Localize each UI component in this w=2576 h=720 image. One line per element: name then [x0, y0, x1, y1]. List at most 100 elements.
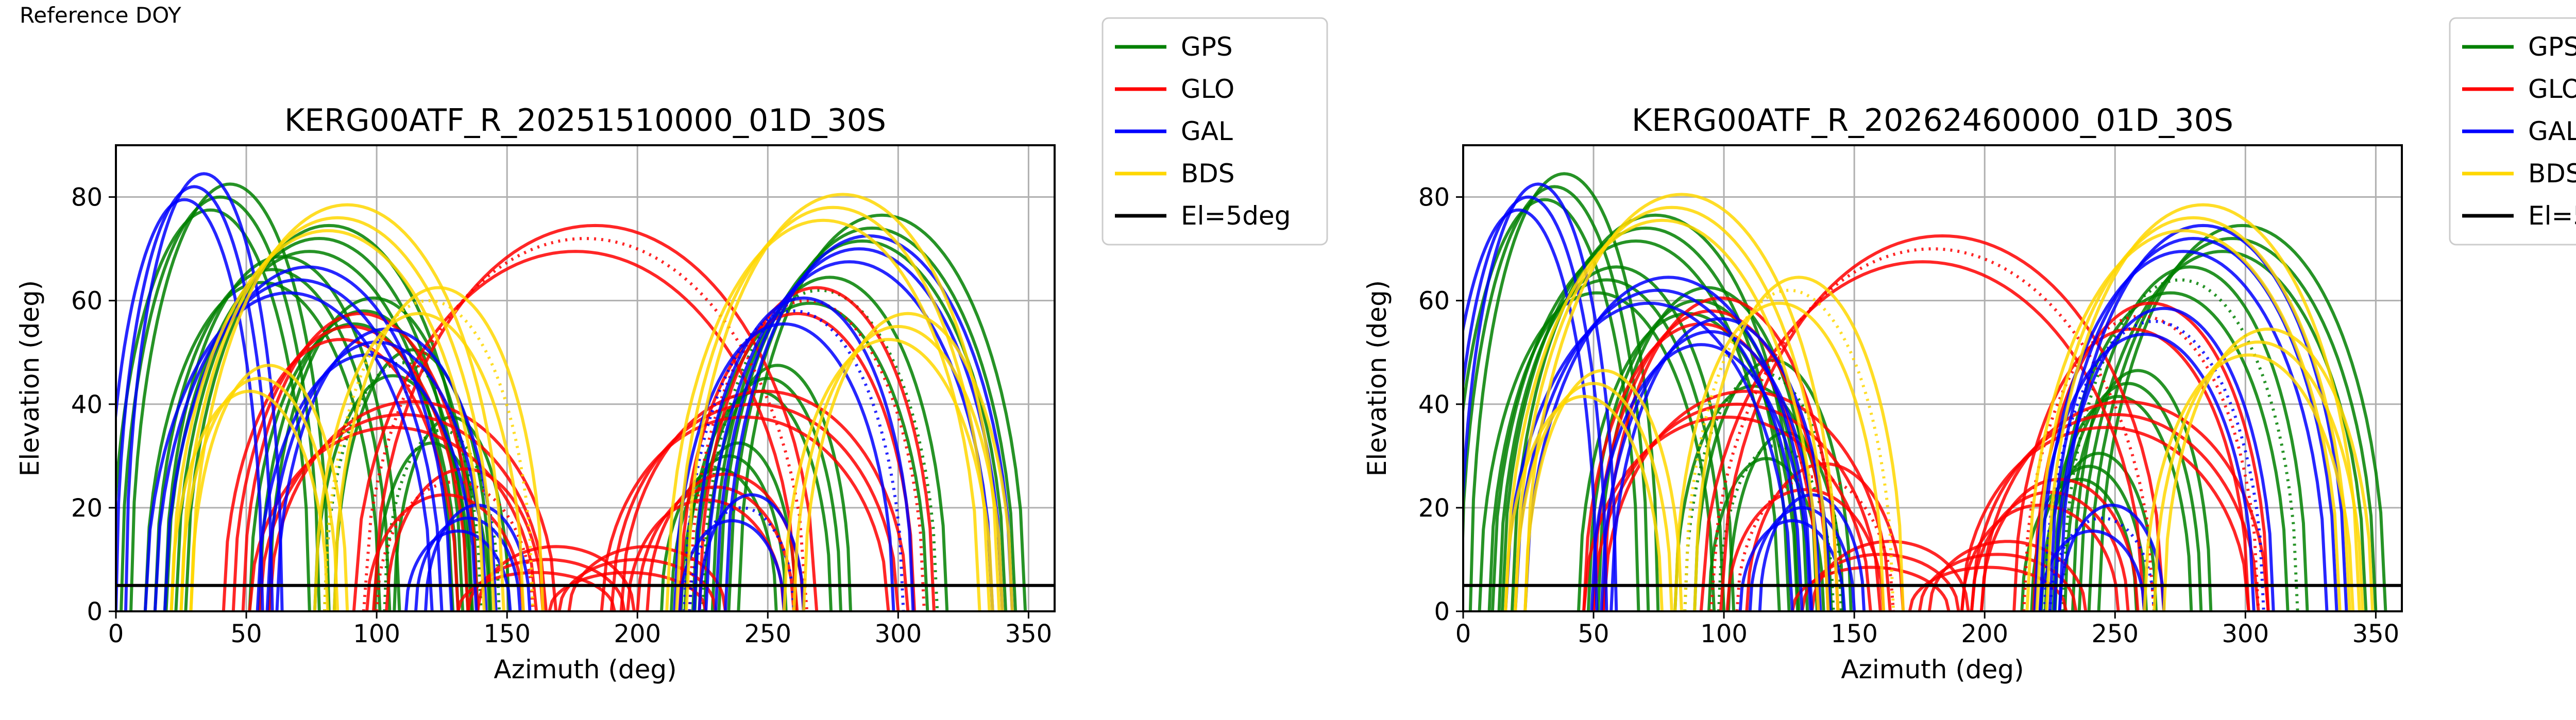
legend-box — [1101, 17, 1328, 246]
track-gps-10 — [116, 208, 311, 611]
track-bds-5 — [1504, 395, 1664, 611]
track-bds-4 — [2162, 327, 2375, 611]
track-gal-2 — [143, 291, 434, 611]
track-bds-1 — [1504, 218, 1820, 611]
track-bds-3 — [313, 312, 525, 611]
track-gal-1 — [265, 340, 488, 611]
tracks-group — [1463, 172, 2387, 611]
chart-panel-1: 0 50 100 150 200 250 300 350 0 20 40 60 80 KERG00ATF_… — [15, 17, 1328, 684]
track-glo-5 — [1927, 540, 2088, 611]
track-gal-5 — [1738, 519, 1846, 611]
track-bds-3 — [1673, 301, 1886, 611]
x-tick-label: 150 — [483, 620, 531, 648]
track-bds-4 — [782, 338, 994, 611]
x-tick-label: 100 — [353, 620, 400, 648]
x-tick-label: 250 — [2091, 620, 2139, 648]
track-glo-9 — [678, 312, 916, 611]
x-tick-label: 50 — [231, 620, 262, 648]
legend-label: GPS — [2528, 32, 2576, 62]
track-gps-10 — [1468, 172, 1660, 611]
track-gal-6 — [2038, 529, 2146, 611]
legend: GPS GLO GAL BDS El=5deg — [2449, 17, 2576, 246]
track-gal-2 — [1514, 288, 1804, 611]
track-bds-4 — [792, 324, 1004, 611]
x-tick-label: 0 — [1455, 620, 1471, 648]
track-gps-4 — [143, 281, 382, 611]
x-tick-label: 300 — [875, 620, 922, 648]
track-gps-6 — [691, 301, 929, 611]
track-gal-6 — [688, 506, 795, 611]
track-gps-10 — [1463, 185, 1650, 611]
y-tick-label: 20 — [1418, 494, 1450, 523]
legend: GPS GLO GAL BDS El=5deg — [1101, 17, 1328, 246]
track-bds-2 — [2025, 229, 2342, 611]
track-gal-7 — [1463, 182, 1618, 611]
track-bds-2 — [2045, 203, 2361, 611]
track-bds-1 — [179, 216, 496, 611]
track-gps-4 — [163, 255, 401, 611]
track-bds-5 — [170, 389, 330, 611]
track-bds-5 — [1523, 369, 1683, 611]
y-axis-label: Elevation (deg) — [15, 280, 45, 476]
x-tick-label: 150 — [1831, 620, 1878, 648]
x-tick-label: 350 — [1005, 620, 1053, 648]
y-tick-label: 0 — [1434, 597, 1450, 626]
chart-title: KERG00ATF_R_20251510000_01D_30S — [284, 102, 886, 139]
x-tick-label: 200 — [1961, 620, 2008, 648]
track-gal-5 — [404, 529, 512, 611]
track-gps-9 — [1717, 444, 1835, 611]
x-tick-label: 50 — [1578, 620, 1609, 648]
track-bds-1 — [1514, 205, 1830, 611]
track-bds-1 — [189, 203, 505, 611]
x-tick-label: 100 — [1700, 620, 1748, 648]
track-gal-4 — [714, 247, 1004, 611]
track-gal-2 — [153, 278, 444, 611]
track-gps-6 — [2071, 265, 2309, 611]
track-gal-2 — [1504, 301, 1794, 611]
track-gal-3 — [673, 322, 895, 611]
chart-panel-2: 0 50 100 150 200 250 300 350 0 20 40 60 80 KERG00ATF_… — [1362, 17, 2576, 684]
track-gps-8 — [680, 441, 798, 611]
x-tick-label: 250 — [744, 620, 791, 648]
track-gps-6 — [2052, 291, 2290, 611]
track-gps-6 — [710, 276, 949, 611]
track-gal-4 — [704, 260, 994, 611]
track-gps-7 — [2077, 250, 2368, 611]
x-tick-label: 350 — [2352, 620, 2400, 648]
track-gps-7 — [2097, 224, 2387, 611]
track-glo-5 — [1908, 565, 2068, 611]
track-gal-1 — [1590, 343, 1812, 611]
track-gal-6 — [2058, 503, 2166, 611]
track-gps-2 — [184, 224, 474, 611]
track-gal-2 — [1523, 276, 1814, 611]
track-bds-3 — [1683, 288, 1895, 611]
track-bds-4 — [2153, 340, 2365, 611]
track-bds-3 — [1693, 276, 1905, 611]
track-bds-3 — [332, 286, 545, 611]
track-glo-3 — [362, 236, 809, 611]
track-bds-4 — [2143, 353, 2355, 611]
x-tick-label: 0 — [108, 620, 124, 648]
legend-label: El=5deg — [2528, 201, 2576, 231]
track-gal-3 — [683, 309, 905, 611]
x-tick-label: 300 — [2222, 620, 2269, 648]
track-gal-5 — [1748, 506, 1856, 611]
track-glo-9 — [698, 286, 936, 611]
track-glo-2 — [1960, 425, 2250, 611]
legend-label: BDS — [2528, 159, 2576, 188]
track-bds-5 — [179, 376, 340, 611]
y-axis-label: Elevation (deg) — [1362, 280, 1392, 476]
track-bds-2 — [675, 205, 991, 611]
y-tick-label: 20 — [71, 494, 103, 523]
track-bds-2 — [685, 193, 1001, 611]
track-glo-6 — [1725, 488, 1886, 611]
track-gps-10 — [1463, 198, 1640, 611]
track-gps-10 — [120, 195, 321, 611]
track-bds-2 — [2035, 216, 2351, 611]
track-glo-9 — [688, 299, 926, 611]
track-glo-6 — [365, 493, 525, 611]
track-gal-6 — [678, 519, 786, 611]
track-gps-8 — [2030, 465, 2148, 611]
legend-label: GAL — [1181, 116, 1233, 146]
track-glo-1 — [1582, 415, 1872, 611]
